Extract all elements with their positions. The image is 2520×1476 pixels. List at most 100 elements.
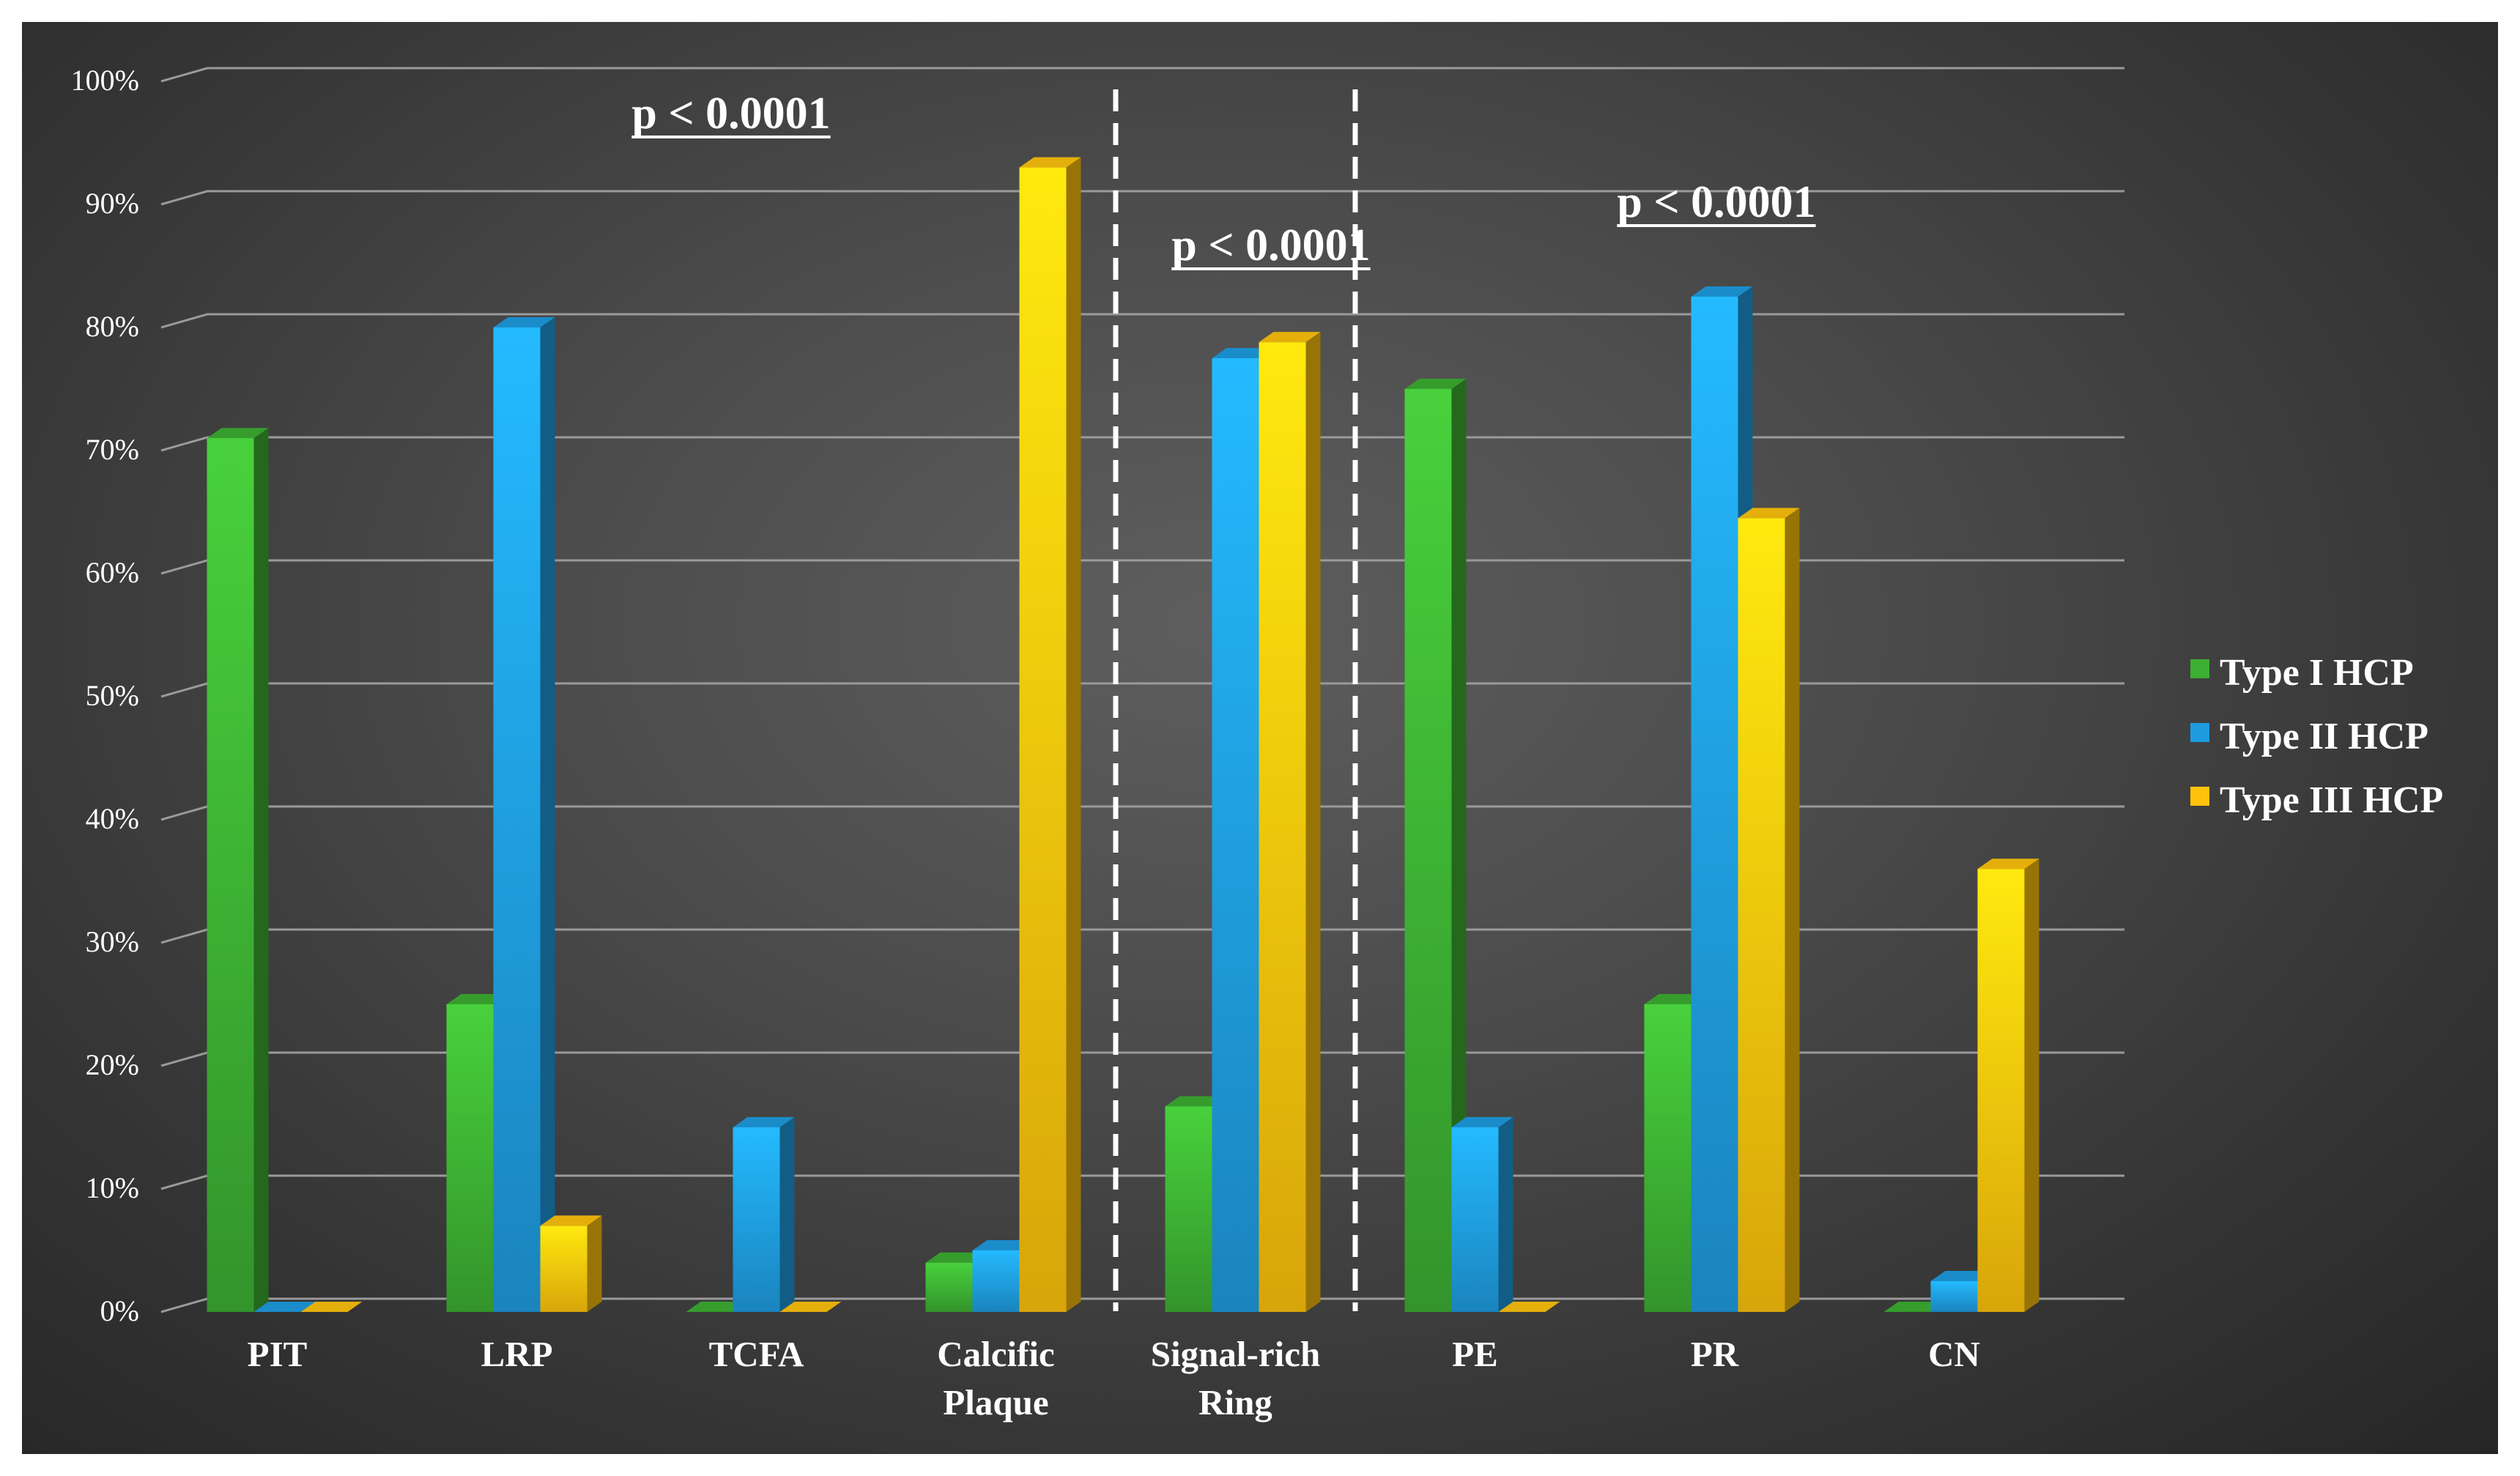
gridline	[160, 436, 2124, 452]
legend-swatch-type-i	[2190, 659, 2209, 678]
y-tick-label: 90%	[86, 187, 139, 220]
gridline	[160, 67, 2124, 83]
bar-side	[1451, 379, 1467, 1312]
bar-front	[972, 1250, 1020, 1312]
bar-front	[1259, 342, 1306, 1312]
bar-front	[446, 1004, 494, 1312]
bar-top	[1404, 379, 1467, 389]
legend-swatch-type-ii	[2190, 723, 2209, 742]
bar-top	[972, 1240, 1034, 1250]
y-axis-tick-labels: 0% 10% 20% 30% 40% 50% 60% 70% 80% 90% 100%	[71, 64, 139, 1327]
bar-front	[493, 327, 541, 1312]
x-tick-label: TCFA	[709, 1334, 804, 1374]
bar-top	[300, 1302, 363, 1312]
bar-side	[779, 1117, 795, 1312]
bar-side	[253, 428, 269, 1313]
gridline	[160, 805, 2124, 821]
x-tick-label-line: Calcific	[937, 1334, 1055, 1374]
bar-top	[1977, 858, 2039, 869]
bar	[1977, 858, 2039, 1312]
bar	[493, 317, 555, 1312]
bar-top	[733, 1117, 795, 1127]
bar-front	[1738, 518, 1785, 1312]
bar-top	[1212, 348, 1274, 358]
legend: Type I HCP Type II HCP Type III HCP	[2190, 652, 2443, 821]
legend-label-type-iii: Type III HCP	[2220, 779, 2443, 821]
gridline	[160, 928, 2124, 944]
x-tick-label: Signal-rich Ring	[1151, 1334, 1320, 1423]
bar-side	[1305, 332, 1321, 1312]
legend-swatch-type-iii	[2190, 787, 2209, 806]
x-axis-category-labels: PIT LRP TCFA Calcific Plaque Signal-rich Ring P…	[248, 1334, 1980, 1423]
bar-front	[207, 438, 254, 1313]
x-tick-label: LRP	[481, 1334, 553, 1374]
bar-top	[253, 1302, 316, 1312]
x-tick-label: PIT	[248, 1334, 308, 1374]
annotations: p < 0.0001 p < 0.0001 p < 0.0001	[631, 89, 1816, 270]
x-tick-label: PE	[1452, 1334, 1498, 1374]
x-tick-label-line: PR	[1691, 1334, 1739, 1374]
bar	[1883, 1302, 1946, 1312]
bar-front	[925, 1262, 973, 1312]
bar	[1019, 157, 1081, 1313]
x-tick-label-line: LRP	[481, 1334, 553, 1374]
bar	[779, 1302, 842, 1312]
bar-top	[1883, 1302, 1946, 1312]
p-value-annotation-right: p < 0.0001	[1617, 177, 1815, 227]
bar-front	[1930, 1281, 1978, 1312]
y-tick-label: 60%	[86, 556, 139, 589]
bar-top	[207, 428, 269, 439]
bar	[1498, 1302, 1560, 1312]
bar-top	[925, 1252, 987, 1263]
y-tick-label: 100%	[71, 64, 139, 97]
x-tick-label: PR	[1691, 1334, 1739, 1374]
y-tick-label: 70%	[86, 433, 139, 466]
bar-side	[1785, 508, 1800, 1312]
bar	[686, 1302, 748, 1312]
bar-front	[1212, 358, 1259, 1312]
bar-front	[1019, 167, 1067, 1313]
gridline	[160, 190, 2124, 206]
x-tick-label-line: TCFA	[709, 1334, 804, 1374]
bar-side	[540, 317, 555, 1312]
bar-front	[1977, 869, 2025, 1312]
x-tick-label-line: Signal-rich	[1151, 1334, 1320, 1374]
x-tick-label-line: Ring	[1198, 1382, 1272, 1423]
legend-label-type-i: Type I HCP	[2220, 652, 2414, 694]
bar	[1404, 379, 1467, 1312]
gridline	[160, 682, 2124, 698]
y-tick-label: 40%	[86, 802, 139, 835]
bar-top	[1019, 157, 1081, 168]
bar	[207, 428, 269, 1313]
bar-top	[1691, 286, 1753, 297]
y-tick-label: 0%	[100, 1294, 139, 1327]
bars	[207, 157, 2039, 1313]
y-tick-label: 10%	[86, 1171, 139, 1204]
bar-top	[1738, 508, 1800, 519]
bar-top	[1498, 1302, 1560, 1312]
bar-front	[1691, 297, 1738, 1312]
x-tick-label-line: PIT	[248, 1334, 308, 1374]
y-tick-label: 80%	[86, 310, 139, 343]
y-tick-label: 50%	[86, 679, 139, 712]
p-value-annotation-left: p < 0.0001	[631, 89, 830, 138]
bar-front	[1644, 1004, 1691, 1312]
bar	[733, 1117, 795, 1312]
bar	[540, 1215, 602, 1312]
bar-top	[1165, 1096, 1227, 1107]
bar	[1451, 1117, 1513, 1312]
bar	[300, 1302, 363, 1312]
y-tick-label: 30%	[86, 925, 139, 958]
bar-top	[446, 994, 508, 1004]
legend-label-type-ii: Type II HCP	[2220, 716, 2428, 757]
x-tick-label-line: PE	[1452, 1334, 1498, 1374]
bar-top	[779, 1302, 842, 1312]
bar-front	[1165, 1106, 1212, 1312]
y-tick-label: 20%	[86, 1048, 139, 1081]
group-dividers	[1113, 89, 1358, 1311]
bar-side	[587, 1215, 602, 1312]
bar-top	[493, 317, 555, 327]
bar-top	[1930, 1271, 1993, 1281]
bar-front	[540, 1225, 588, 1312]
bar-front	[1404, 389, 1452, 1312]
